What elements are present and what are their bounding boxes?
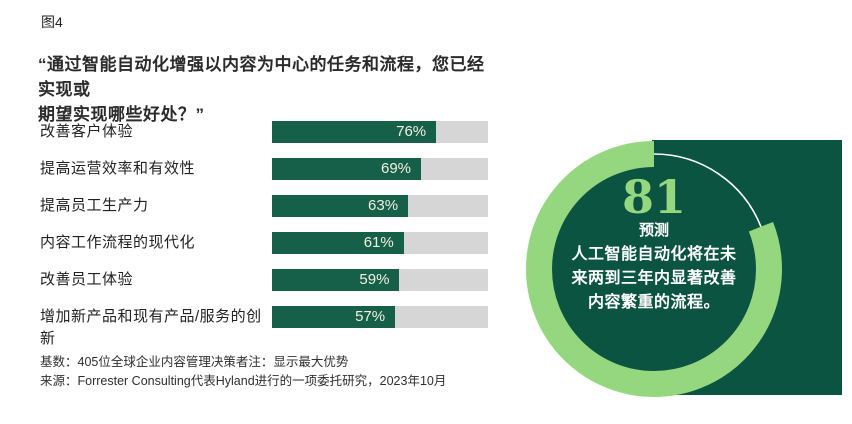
footnotes: 基数：405位全球企业内容管理决策者注：显示最大优势 来源：Forrester … (40, 353, 446, 391)
figure-label: 图4 (41, 14, 63, 30)
bar-track: 76% (272, 121, 488, 143)
donut-number: 81 (621, 170, 686, 224)
bar-chart: 改善客户体验 76% 提高运营效率和有效性 69% 提高员工生产力 63% (40, 121, 490, 365)
bar-value-label: 59% (359, 271, 390, 288)
bar-track: 63% (272, 195, 488, 217)
donut-description-line1: 人工智能自动化将在未 (571, 246, 737, 263)
bar-fill: 57% (272, 306, 396, 328)
donut-description-line3: 内容繁重的流程。 (587, 294, 720, 311)
bar-label: 改善客户体验 (40, 123, 134, 140)
donut-stat-panel: 81 预测 人工智能自动化将在未 来两到三年内显著改善 内容繁重的流程。 (524, 139, 842, 397)
bar-fill: 69% (272, 158, 422, 180)
survey-question-line1: “通过智能自动化增强以内容为中心的任务和流程，您已经实现或 (38, 55, 485, 99)
bar-row-customer-experience: 改善客户体验 76% (40, 121, 490, 143)
donut-center-text: 81 预测 人工智能自动化将在未 来两到三年内显著改善 内容繁重的流程。 (524, 173, 784, 315)
bar-row-content-workflow-modernization: 内容工作流程的现代化 61% (40, 232, 490, 254)
bar-track: 57% (272, 306, 488, 328)
bar-label: 提高员工生产力 (40, 197, 149, 214)
bar-value-label: 57% (355, 308, 386, 325)
bar-track: 59% (272, 269, 488, 291)
donut-caption: 预测 (638, 222, 669, 239)
bar-row-product-service-innovation: 增加新产品和现有产品/服务的创新 57% (40, 306, 490, 350)
donut-description-line2: 来两到三年内显著改善 (571, 270, 737, 287)
bar-value-label: 69% (381, 160, 412, 177)
footnote-source: 来源：Forrester Consulting代表Hyland进行的一项委托研究… (40, 374, 447, 388)
bar-fill: 76% (272, 121, 437, 143)
donut-chart (526, 141, 782, 397)
bar-label: 提高运营效率和有效性 (40, 160, 196, 177)
bar-track: 69% (272, 158, 488, 180)
donut-remainder-arc (538, 153, 770, 385)
bar-row-employee-experience: 改善员工体验 59% (40, 269, 490, 291)
bar-value-label: 63% (368, 197, 399, 214)
footnote-base: 基数：405位全球企业内容管理决策者注：显示最大优势 (40, 355, 349, 369)
bar-fill: 63% (272, 195, 409, 217)
survey-question-line2: 期望实现哪些好处？” (38, 105, 205, 124)
bar-label: 内容工作流程的现代化 (40, 234, 196, 251)
bar-row-operational-efficiency: 提高运营效率和有效性 69% (40, 158, 490, 180)
bar-fill: 61% (272, 232, 404, 254)
bar-fill: 59% (272, 269, 400, 291)
bar-row-employee-productivity: 提高员工生产力 63% (40, 195, 490, 217)
bar-label: 改善员工体验 (40, 271, 134, 288)
bar-track: 61% (272, 232, 488, 254)
donut-inner-disc (538, 153, 770, 385)
bar-label: 增加新产品和现有产品/服务的创新 (40, 308, 262, 347)
bar-value-label: 61% (363, 234, 394, 251)
survey-question: “通过智能自动化增强以内容为中心的任务和流程，您已经实现或 期望实现哪些好处？” (38, 52, 490, 127)
donut-description: 人工智能自动化将在未 来两到三年内显著改善 内容繁重的流程。 (524, 243, 784, 315)
bar-value-label: 76% (396, 123, 427, 140)
